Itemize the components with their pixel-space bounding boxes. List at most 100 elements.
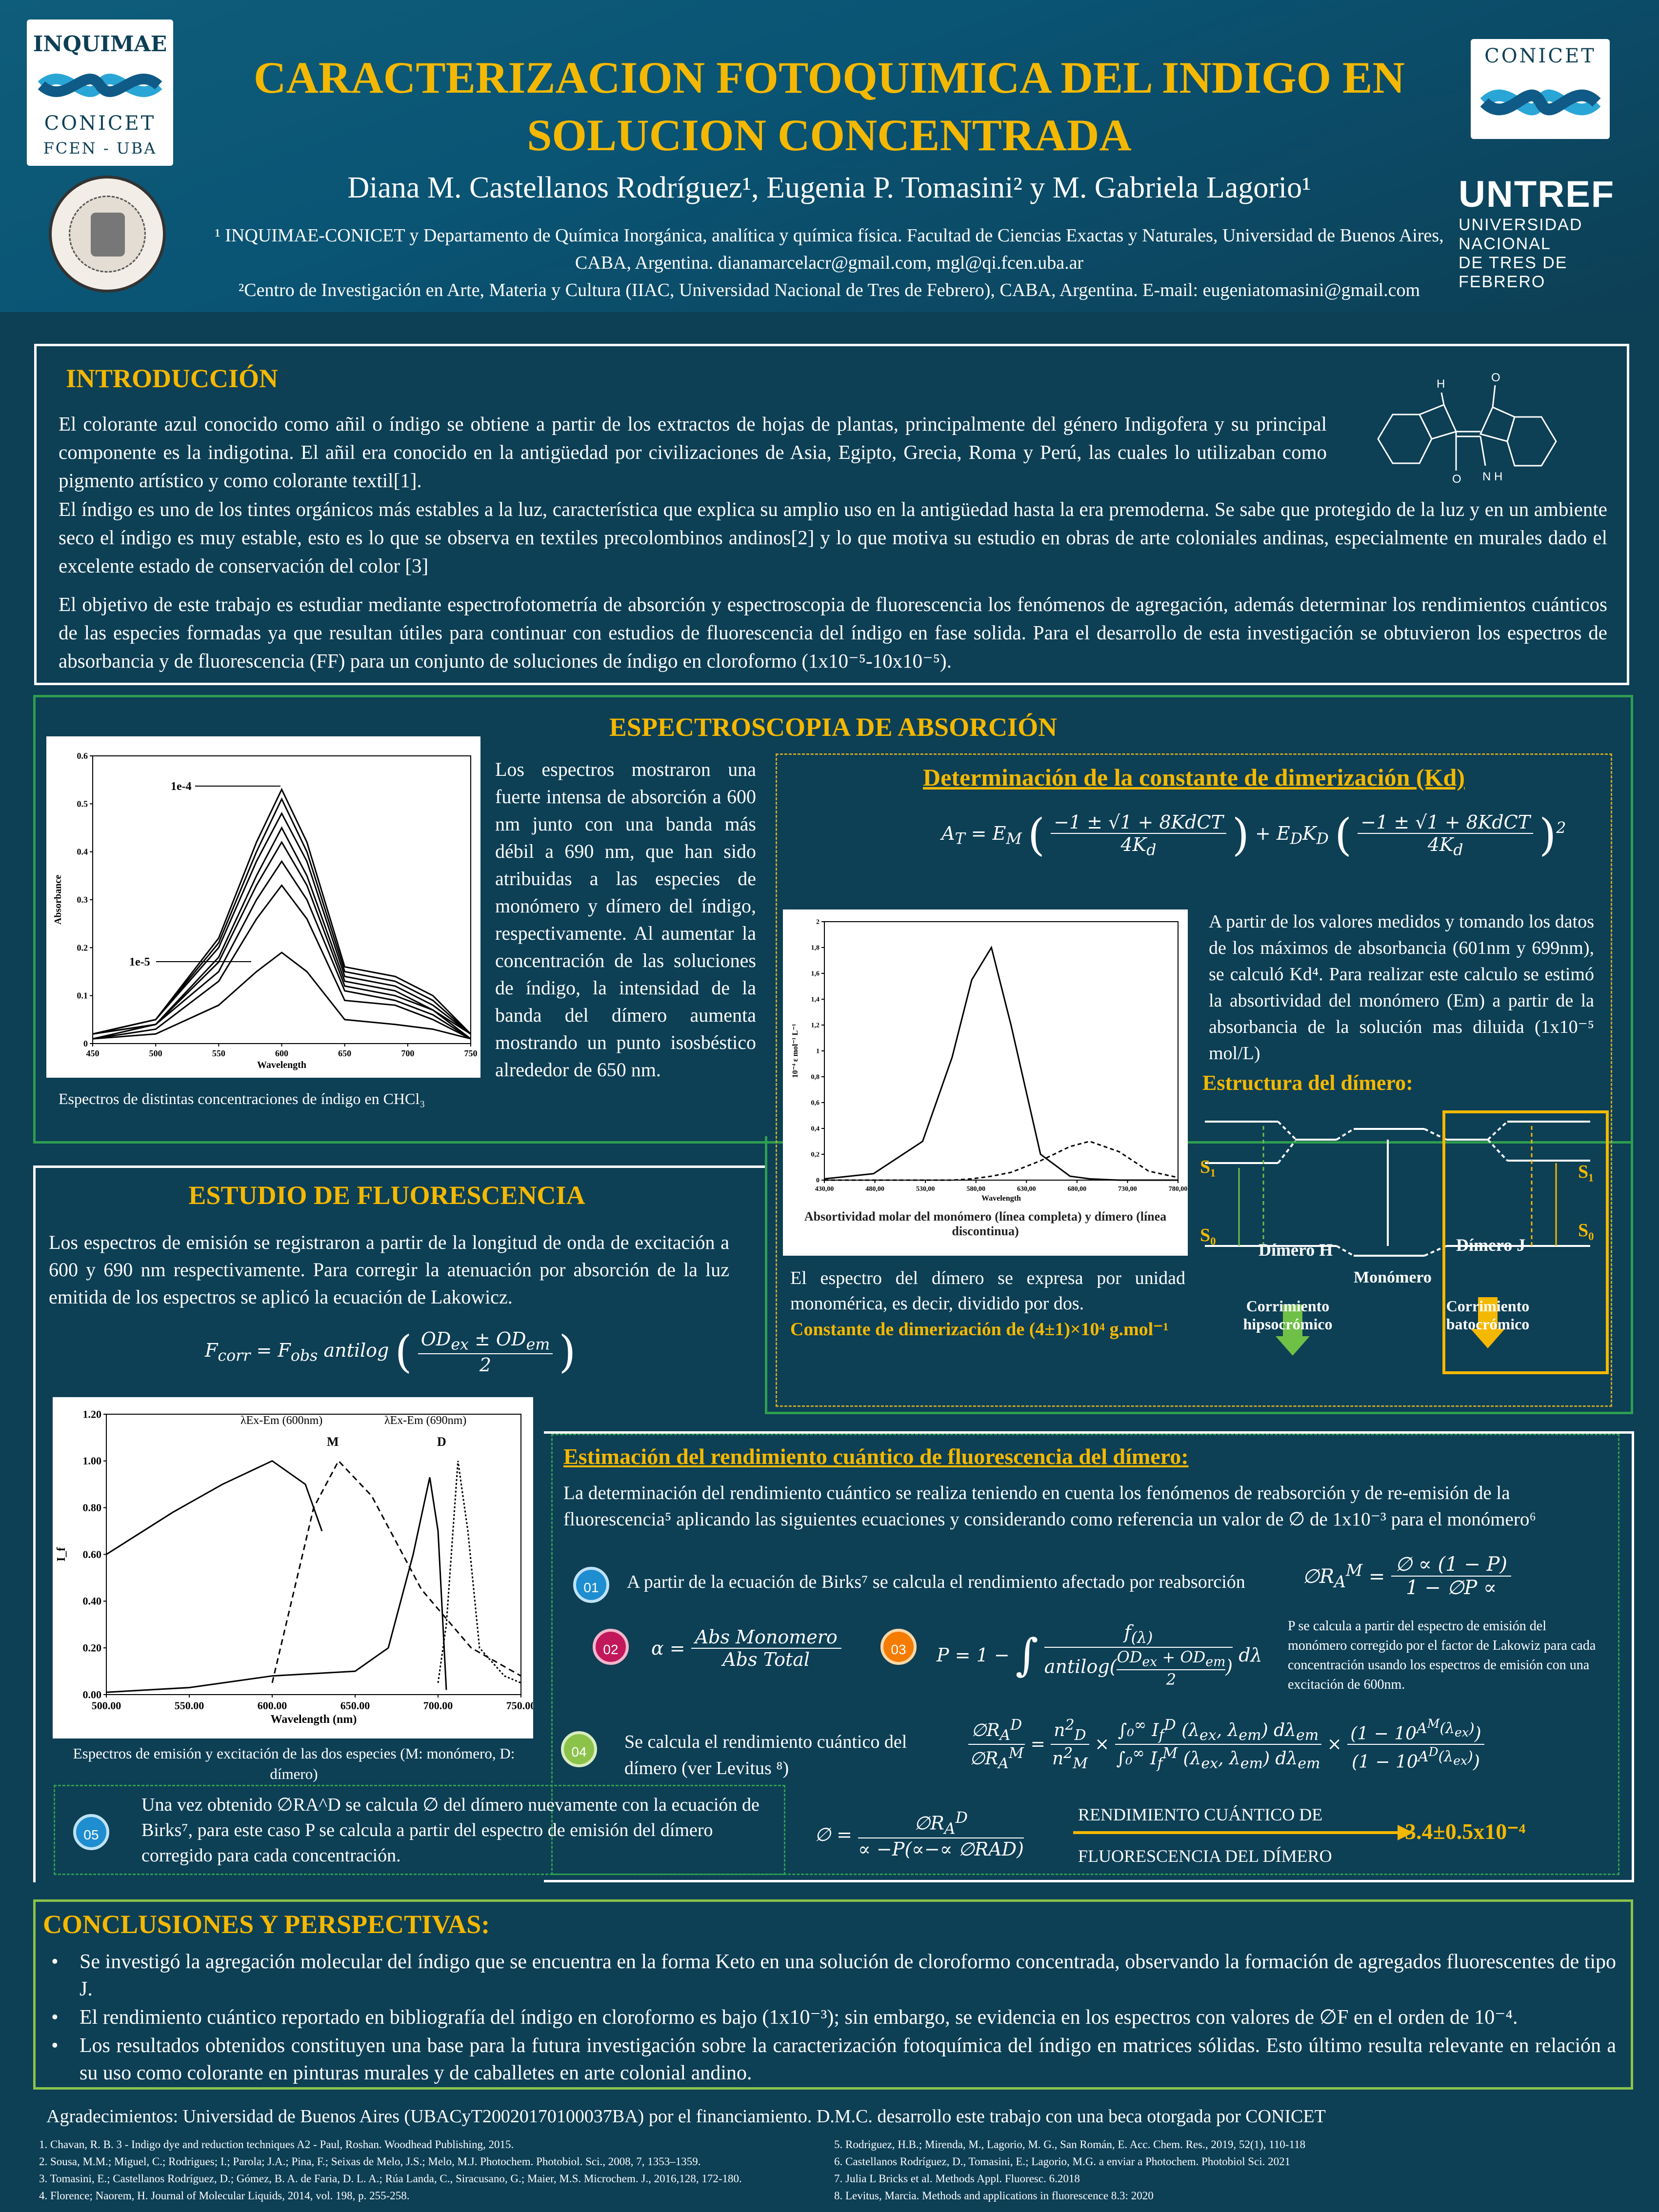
y-tick-label: 0.20: [83, 1642, 102, 1654]
conicet-logo-text: CONICET: [1484, 45, 1596, 67]
estructura-dimero-title: Estructura del dímero:: [1202, 1071, 1413, 1095]
x-tick-label: 730,00: [1118, 1185, 1137, 1193]
result-arrow: [1073, 1831, 1400, 1834]
reference-8: 8. Levitus, Marcia. Methods and applicat…: [834, 2190, 1154, 2202]
references-right: 5. Rodriguez, H.B.; Mirenda, M., Lagorio…: [834, 2136, 1615, 2204]
result-label-2: FLUORESCENCIA DEL DÍMERO: [1078, 1846, 1332, 1866]
emission-excitation-chart: 500.00 550.00 600.00 650.00 700.00 750.00 0.00…: [55, 1408, 536, 1726]
y-tick-label: 1,2: [811, 1022, 820, 1029]
dimer-energy-diagram: S₁ S₀ S₁ S₀ Dímero H Monómero Dímero J: [1200, 1110, 1609, 1374]
series-line: [92, 841, 471, 1040]
y-tick-label: 1: [816, 1048, 820, 1055]
dimero-h-label: Dímero H: [1259, 1240, 1333, 1260]
reference-3: 3. Tomasini, E.; Castellanos Rodríguez, …: [39, 2172, 742, 2185]
fluor-title: ESTUDIO DE FLUORESCENCIA: [188, 1181, 585, 1210]
series-line: [92, 811, 471, 1035]
p-note: P se calcula a partir del espectro de em…: [1288, 1619, 1596, 1692]
reference-4: 4. Florence; Naorem, H. Journal of Molec…: [39, 2190, 410, 2202]
untref-logo-sub1: UNIVERSIDAD NACIONAL: [1459, 216, 1583, 253]
series-line: [824, 946, 1178, 1181]
monomero-label: Monómero: [1354, 1268, 1432, 1286]
lakowicz-equation: Fcorr = Fobs antilog ( ODex ± ODem 2 ): [205, 1326, 576, 1378]
y-tick-label: 1,4: [811, 996, 820, 1004]
conclusion-item-2: El rendimiento cuántico reportado en bib…: [45, 2004, 1616, 2031]
x-tick-label: 780,00: [1169, 1185, 1188, 1193]
y-tick-label: 0,6: [811, 1100, 820, 1107]
y-axis-label: 10⁻⁴ ε mol⁻¹ L⁻¹: [791, 1024, 800, 1078]
x-tick-label: 480,00: [865, 1185, 884, 1193]
kd-equation: AT = EM ( −1 ± √1 + 8KdCT 4Kd ) + EDKD ( …: [941, 810, 1566, 861]
annotation-1e-5: 1e-5: [129, 956, 150, 968]
annotation-1e-4: 1e-4: [171, 780, 192, 793]
mol-label-o2: O: [1452, 473, 1461, 486]
y-tick-label: 0: [816, 1177, 820, 1185]
series-line: [106, 1460, 323, 1555]
x-tick-label: 450: [86, 1048, 100, 1058]
indigo-molecule-diagram: H O O N H: [1377, 371, 1557, 486]
reference-1: 1. Chavan, R. B. 3 - Indigo dye and redu…: [39, 2138, 514, 2151]
corrimiento-hipso: Corrimiento hipsocrómico: [1243, 1297, 1333, 1333]
kd-box: [776, 753, 1612, 1407]
kd-green-frame: [765, 1136, 1633, 1414]
result-value: 3.4±0.5x10⁻⁴: [1405, 1819, 1526, 1844]
references-left: 1. Chavan, R. B. 3 - Indigo dye and redu…: [39, 2136, 820, 2204]
series-line: [92, 797, 471, 1035]
x-tick-label: 500: [149, 1048, 162, 1058]
inquimae-logo-bot: FCEN - UBA: [43, 139, 157, 158]
p-equation: P = 1 − ∫ f(λ) antilog(ODex + ODem 2) dλ: [937, 1621, 1262, 1689]
intro-paragraph-3: El objetivo de este trabajo es estudiar …: [59, 593, 1607, 672]
series-line: [271, 1460, 521, 1683]
step-04-badge: 04: [561, 1731, 597, 1767]
series-line: [106, 1477, 447, 1693]
x-axis-label: Wavelength: [257, 1060, 306, 1070]
x-tick-label: 750: [464, 1048, 478, 1058]
y-tick-label: 0.40: [83, 1595, 102, 1607]
inquimae-wave-icon: [38, 74, 162, 97]
x-tick-label: 530,00: [916, 1185, 935, 1193]
y-tick-label: 0.3: [77, 895, 88, 905]
x-tick-label: 630,00: [1017, 1185, 1036, 1193]
plot-frame: [824, 921, 1179, 1181]
y-tick-label: 0.60: [83, 1548, 102, 1560]
y-tick-label: 1.20: [83, 1408, 102, 1420]
x-tick-label: 550: [212, 1048, 225, 1058]
x-tick-label: 500.00: [92, 1699, 121, 1712]
conicet-logo: CONICET: [1471, 39, 1610, 139]
x-tick-label: 750.00: [506, 1699, 533, 1712]
label-ex-em-690: λEx-Em (690nm): [384, 1414, 466, 1427]
x-tick-label: 680,00: [1068, 1185, 1087, 1193]
y-tick-label: 0,2: [811, 1151, 820, 1159]
s1-right-label: S₁: [1578, 1162, 1594, 1182]
label-d: D: [437, 1435, 446, 1449]
x-tick-label: 600: [275, 1048, 288, 1058]
y-tick-label: 1,8: [811, 945, 820, 952]
inquimae-logo-top: INQUIMAE: [33, 32, 167, 57]
reference-2: 2. Sousa, M.M.; Miguel, C.; Rodrigues; I…: [39, 2155, 701, 2168]
poster-title: CARACTERIZACION FOTOQUIMICA DEL INDIGO E…: [161, 49, 1498, 164]
university-seal: [49, 176, 166, 293]
conclusion-item-1: Se investigó la agregación molecular del…: [45, 1948, 1616, 2003]
plot-frame: [106, 1414, 521, 1695]
series-line: [824, 1140, 1179, 1181]
reference-7: 7. Julia L Bricks et al. Methods Appl. F…: [834, 2172, 1080, 2185]
affiliation-1: ¹ INQUIMAE-CONICET y Departamento de Quí…: [215, 225, 1444, 273]
absorbance-chart-box: 450 500 550 600 650 700 750 0 0.1 0.2 0.3 0.4 0.5 0.6…: [46, 736, 480, 1078]
corrimiento-bato: Corrimiento batocrómico: [1446, 1297, 1530, 1333]
y-tick-label: 1,6: [811, 970, 820, 978]
x-tick-label: 700.00: [423, 1699, 453, 1712]
absorbance-chart: 450 500 550 600 650 700 750 0 0.1 0.2 0.3 0.4 0.5 0.6…: [53, 751, 478, 1070]
y-tick-label: 1.00: [83, 1455, 102, 1467]
x-axis-label: Wavelength (nm): [271, 1713, 357, 1726]
series-line: [92, 951, 471, 1040]
step-05-box: [54, 1785, 785, 1875]
inquimae-logo-mid: CONICET: [44, 112, 156, 135]
dimer-constant: Constante de dimerización de (4±1)×10⁴ g…: [790, 1319, 1169, 1340]
kd-text: A partir de los valores medidos y tomand…: [1209, 911, 1594, 1064]
rendimiento-box: [551, 1434, 1619, 1875]
dimero-j-label: Dímero J: [1456, 1235, 1525, 1255]
title-line-1: CARACTERIZACION FOTOQUIMICA DEL INDIGO E…: [254, 53, 1405, 102]
alpha-equation: α = Abs Monomero Abs Total: [651, 1626, 841, 1670]
y-tick-label: 0.4: [77, 847, 88, 857]
y-tick-label: 0.6: [77, 751, 88, 761]
series-line: [92, 860, 471, 1040]
